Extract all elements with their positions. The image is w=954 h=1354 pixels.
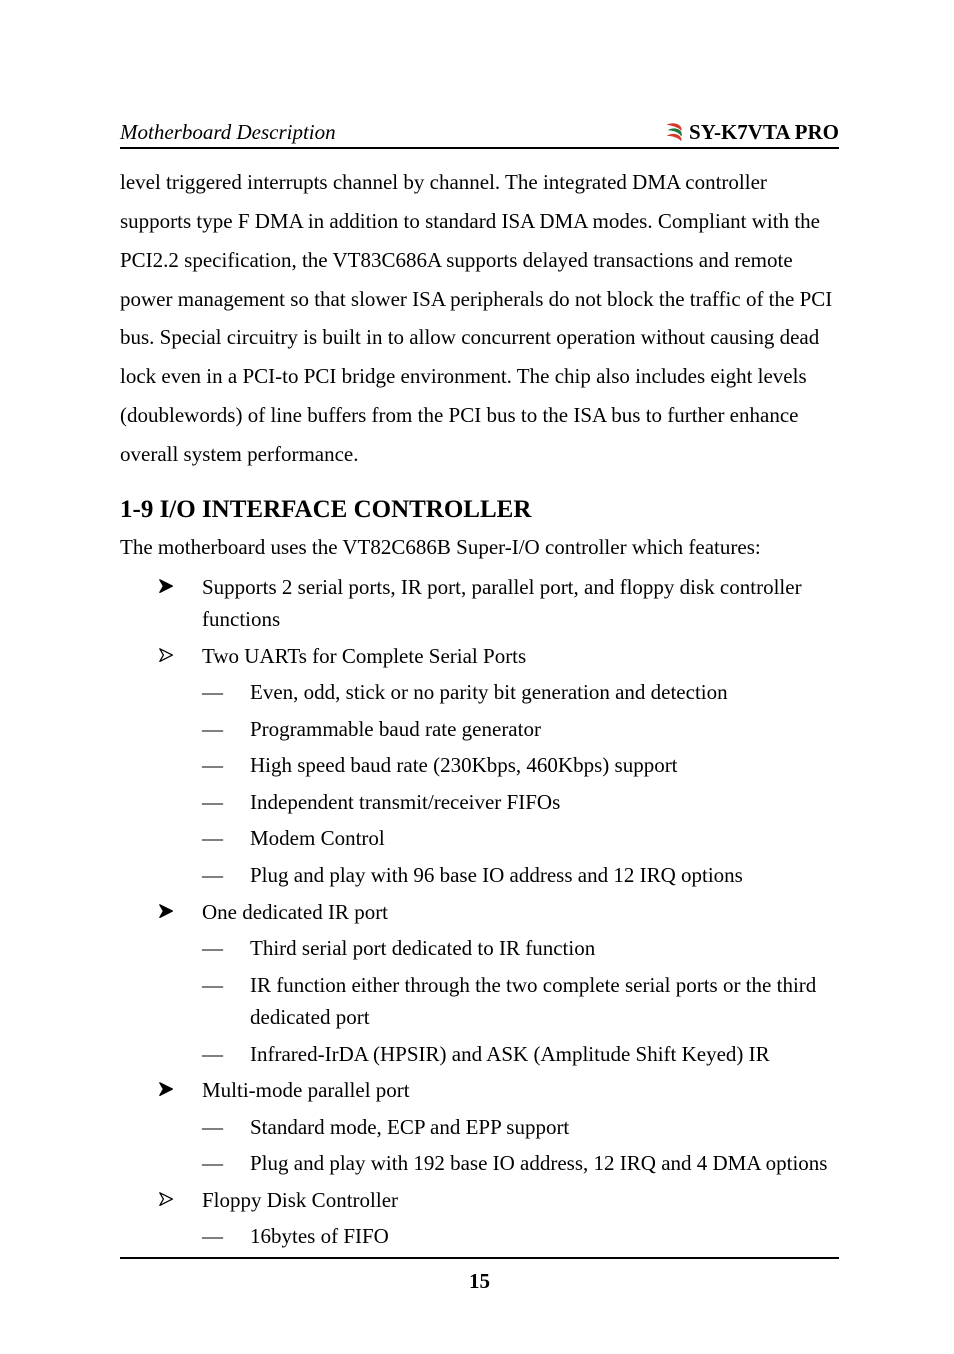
feature-subitem-text: 16bytes of FIFO xyxy=(250,1224,389,1248)
feature-item: One dedicated IR port — Third serial port … xyxy=(158,896,839,1071)
arrow-bullet-icon xyxy=(158,573,176,591)
header-right-group: SY-K7VTA PRO xyxy=(663,120,839,145)
feature-subitem-text: Programmable baud rate generator xyxy=(250,717,541,741)
feature-subitem-text: Plug and play with 192 base IO address, … xyxy=(250,1151,827,1175)
feature-list: Supports 2 serial ports, IR port, parall… xyxy=(120,571,839,1253)
page-footer: 15 xyxy=(120,1257,839,1294)
feature-item-text: Multi-mode parallel port xyxy=(202,1078,410,1102)
feature-subitem: — Third serial port dedicated to IR funct… xyxy=(202,932,839,965)
feature-subitem: — Infrared-IrDA (HPSIR) and ASK (Amplitud… xyxy=(202,1038,839,1071)
feature-subitem-text: Standard mode, ECP and EPP support xyxy=(250,1115,569,1139)
dash-bullet-icon: — xyxy=(202,786,223,819)
feature-subitem: — High speed baud rate (230Kbps, 460Kbps)… xyxy=(202,749,839,782)
feature-subitem: — Even, odd, stick or no parity bit gener… xyxy=(202,676,839,709)
dash-bullet-icon: — xyxy=(202,1038,223,1071)
feature-item-text: Supports 2 serial ports, IR port, parall… xyxy=(202,575,802,632)
arrow-bullet-icon xyxy=(158,1076,176,1094)
feature-subitem-text: High speed baud rate (230Kbps, 460Kbps) … xyxy=(250,753,678,777)
feature-item: Supports 2 serial ports, IR port, parall… xyxy=(158,571,839,636)
feature-subitem-text: Infrared-IrDA (HPSIR) and ASK (Amplitude… xyxy=(250,1042,770,1066)
feature-subitem: — Modem Control xyxy=(202,822,839,855)
feature-subitem: — Standard mode, ECP and EPP support xyxy=(202,1111,839,1144)
feature-item-text: One dedicated IR port xyxy=(202,900,388,924)
dash-bullet-icon: — xyxy=(202,676,223,709)
feature-subitem: — 16bytes of FIFO xyxy=(202,1220,839,1253)
feature-subitem: — Plug and play with 96 base IO address a… xyxy=(202,859,839,892)
dash-bullet-icon: — xyxy=(202,822,223,855)
feature-subitem-text: Even, odd, stick or no parity bit genera… xyxy=(250,680,728,704)
dash-bullet-icon: — xyxy=(202,969,223,1002)
dash-bullet-icon: — xyxy=(202,932,223,965)
feature-item-text: Two UARTs for Complete Serial Ports xyxy=(202,644,526,668)
dash-bullet-icon: — xyxy=(202,1220,223,1253)
feature-item-text: Floppy Disk Controller xyxy=(202,1188,398,1212)
feature-sublist: — 16bytes of FIFO xyxy=(202,1220,839,1253)
dash-bullet-icon: — xyxy=(202,713,223,746)
feature-sublist: — Standard mode, ECP and EPP support — Plug… xyxy=(202,1111,839,1180)
arrow-bullet-icon xyxy=(158,898,176,916)
body-paragraph: level triggered interrupts channel by ch… xyxy=(120,163,839,474)
feature-item: Two UARTs for Complete Serial Ports — Even… xyxy=(158,640,839,892)
dash-bullet-icon: — xyxy=(202,749,223,782)
dash-bullet-icon: — xyxy=(202,1111,223,1144)
arrow-bullet-icon xyxy=(158,642,176,660)
section-heading: 1-9 I/O INTERFACE CONTROLLER xyxy=(120,496,839,524)
section-intro: The motherboard uses the VT82C686B Super… xyxy=(120,528,839,567)
feature-sublist: — Third serial port dedicated to IR funct… xyxy=(202,932,839,1070)
header-right-title: SY-K7VTA PRO xyxy=(689,120,839,145)
feature-subitem-text: Independent transmit/receiver FIFOs xyxy=(250,790,560,814)
feature-subitem-text: Third serial port dedicated to IR functi… xyxy=(250,936,595,960)
feature-subitem: — Independent transmit/receiver FIFOs xyxy=(202,786,839,819)
soyo-logo-icon xyxy=(663,122,685,144)
page-header: Motherboard Description SY-K7VTA PRO xyxy=(120,120,839,149)
feature-subitem-text: IR function either through the two compl… xyxy=(250,973,816,1030)
feature-subitem-text: Modem Control xyxy=(250,826,385,850)
arrow-bullet-icon xyxy=(158,1186,176,1204)
feature-item: Multi-mode parallel port — Standard mode, … xyxy=(158,1074,839,1180)
feature-subitem-text: Plug and play with 96 base IO address an… xyxy=(250,863,743,887)
feature-subitem: — Plug and play with 192 base IO address,… xyxy=(202,1147,839,1180)
dash-bullet-icon: — xyxy=(202,859,223,892)
feature-sublist: — Even, odd, stick or no parity bit gener… xyxy=(202,676,839,891)
header-left-title: Motherboard Description xyxy=(120,120,336,145)
feature-item: Floppy Disk Controller — 16bytes of FIFO xyxy=(158,1184,839,1253)
feature-subitem: — IR function either through the two comp… xyxy=(202,969,839,1034)
dash-bullet-icon: — xyxy=(202,1147,223,1180)
page-number: 15 xyxy=(469,1269,490,1293)
feature-subitem: — Programmable baud rate generator xyxy=(202,713,839,746)
